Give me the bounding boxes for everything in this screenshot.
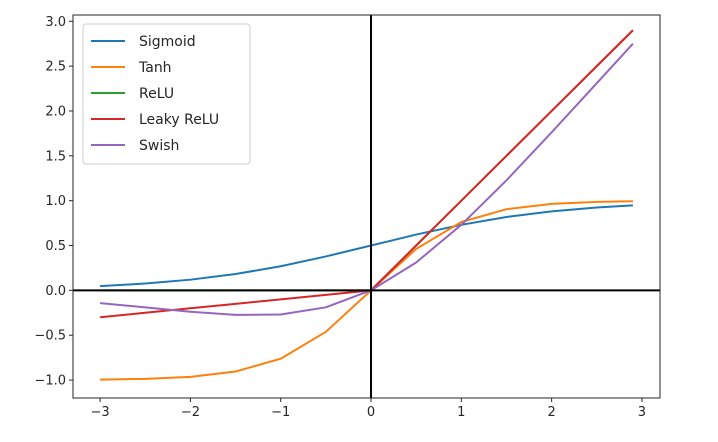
y-tick-label: −0.5 [34, 329, 66, 344]
legend-label-swish: Swish [139, 138, 179, 154]
x-axis: −3 −2 −1 0 1 2 3 [91, 398, 646, 420]
y-tick-label: 2.5 [45, 60, 66, 75]
reference-lines [73, 15, 660, 398]
y-tick-label: 1.0 [45, 194, 66, 209]
x-tick-label: −2 [181, 405, 200, 420]
x-tick-label: 0 [367, 405, 375, 420]
series-line-sigmoid [100, 204, 633, 288]
y-tick-label: 0.5 [45, 239, 66, 254]
legend-label-leaky-relu: Leaky ReLU [139, 112, 219, 128]
y-axis: −1.0 −0.5 0.0 0.5 1.0 1.5 2.0 2.5 3.0 [34, 15, 73, 389]
y-tick-label: 1.5 [45, 149, 66, 164]
x-tick-label: −1 [271, 405, 290, 420]
legend-label-relu: ReLU [139, 86, 174, 102]
y-tick-label: 2.0 [45, 104, 66, 119]
x-tick-label: 3 [638, 405, 646, 420]
x-tick-label: −3 [91, 405, 110, 420]
y-tick-label: 3.0 [45, 15, 66, 30]
y-tick-label: 0.0 [45, 284, 66, 299]
y-tick-label: −1.0 [34, 374, 66, 389]
axes-frame [72, 14, 661, 399]
x-tick-label: 1 [457, 405, 465, 420]
legend-box [82, 23, 251, 165]
legend-label-sigmoid: Sigmoid [139, 34, 196, 50]
x-tick-label: 2 [547, 405, 555, 420]
legend-label-tanh: Tanh [138, 60, 172, 76]
legend: Sigmoid Tanh ReLU Leaky ReLU Swish [82, 23, 251, 165]
